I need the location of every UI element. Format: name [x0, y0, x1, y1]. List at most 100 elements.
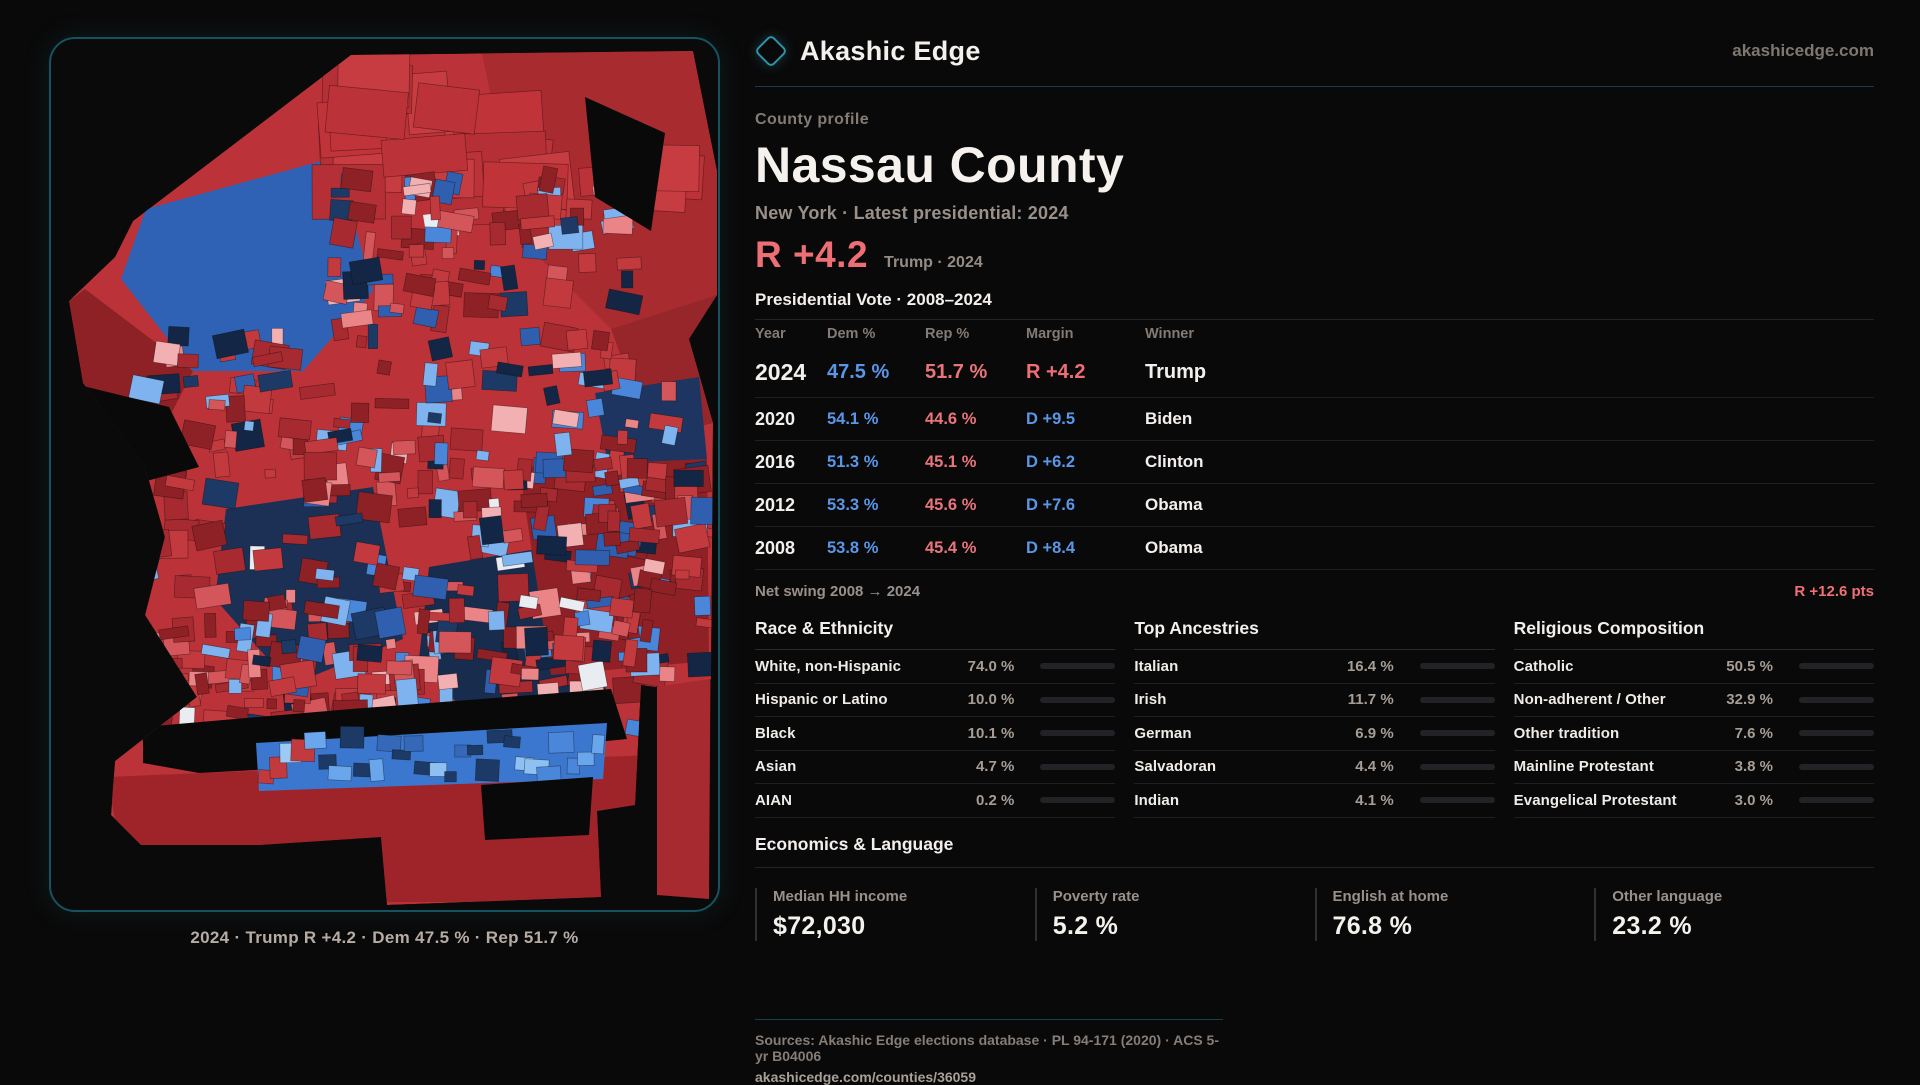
demo-value: 4.4 %: [1355, 758, 1394, 776]
year-cell: 2008: [755, 537, 796, 558]
vote-table-header: Year Dem % Rep % Margin Winner: [755, 320, 1874, 347]
col-winner: Winner: [1145, 325, 1195, 342]
year-cell: 2020: [755, 408, 796, 429]
stat-value: $72,030: [773, 911, 866, 940]
year-cell: 2012: [755, 494, 796, 515]
demo-label: Italian: [1134, 657, 1179, 675]
table-row: 2008 53.8 % 45.4 % D +8.4 Obama: [755, 527, 1874, 570]
demo-bar-track: [1040, 696, 1116, 703]
demo-label: Other tradition: [1513, 724, 1620, 742]
demo-bar-track: [1799, 663, 1874, 670]
demo-value: 16.4 %: [1346, 657, 1394, 675]
stat-value: 5.2 %: [1052, 911, 1119, 940]
economics-title: Economics & Language: [755, 834, 1874, 868]
section-title: Religious Composition: [1513, 618, 1874, 650]
rep-cell: 51.7 %: [925, 360, 988, 383]
section-title: Top Ancestries: [1134, 618, 1495, 650]
brand-diamond-icon: [754, 34, 788, 68]
sources-line: Sources: Akashic Edge elections database…: [755, 1031, 1219, 1064]
brand-name: Akashic Edge: [800, 35, 981, 66]
demo-label: Indian: [1134, 791, 1180, 809]
demo-bar-track: [1040, 730, 1116, 737]
rep-cell: 45.4 %: [925, 538, 977, 557]
vote-table-title: Presidential Vote · 2008–2024: [755, 290, 1874, 320]
header-divider: [755, 86, 1874, 87]
stat-other-language: Other language 23.2 %: [1594, 887, 1874, 941]
economics-stats: Median HH income $72,030 Poverty rate 5.…: [755, 887, 1874, 941]
list-item: Asian 4.7 %: [755, 751, 1116, 784]
demo-label: Salvadoran: [1134, 758, 1217, 776]
topbar: Akashic Edge akashicedge.com: [754, 28, 1874, 74]
winner-cell: Trump: [1145, 360, 1207, 383]
precinct-map-panel[interactable]: [49, 37, 720, 912]
county-profile-panel: Akashic Edge akashicedge.com County prof…: [754, 28, 1874, 1085]
stat-value: 23.2 %: [1612, 911, 1692, 940]
table-row: 2024 47.5 % 51.7 % R +4.2 Trump: [755, 347, 1874, 398]
demo-value: 74.0 %: [967, 657, 1015, 675]
demo-value: 4.1 %: [1355, 791, 1394, 809]
demo-label: Evangelical Protestant: [1513, 791, 1677, 809]
list-item: Indian 4.1 %: [1134, 784, 1495, 818]
stat-median-hh-income: Median HH income $72,030: [755, 887, 1035, 941]
demo-bar-track: [1419, 663, 1495, 670]
dem-cell: 53.8 %: [827, 538, 879, 557]
demo-value: 6.9 %: [1355, 724, 1394, 742]
list-item: Other tradition 7.6 %: [1513, 717, 1874, 751]
precinct-choropleth-map[interactable]: [51, 39, 718, 910]
demo-label: Mainline Protestant: [1513, 758, 1654, 776]
brand[interactable]: Akashic Edge: [754, 34, 981, 68]
demo-label: German: [1134, 724, 1192, 742]
list-item: Hispanic or Latino 10.0 %: [755, 684, 1116, 717]
stat-english-at-home: English at home 76.8 %: [1314, 887, 1595, 941]
margin-cell: D +8.4: [1026, 538, 1076, 557]
demo-bar-track: [1419, 797, 1495, 804]
section-title: Race & Ethnicity: [755, 618, 1116, 650]
list-item: Salvadoran 4.4 %: [1134, 751, 1495, 784]
demo-bar-track: [1799, 797, 1874, 804]
dem-cell: 54.1 %: [827, 409, 879, 428]
stat-value: 76.8 %: [1332, 911, 1413, 940]
demo-value: 3.0 %: [1734, 791, 1773, 809]
winner-cell: Clinton: [1145, 452, 1204, 471]
stat-label: Other language: [1612, 887, 1723, 905]
col-dem: Dem %: [827, 325, 876, 342]
list-item: Irish 11.7 %: [1134, 684, 1495, 717]
section-religious-composition: Religious Composition Catholic 50.5 % No…: [1513, 618, 1874, 818]
list-item: Italian 16.4 %: [1134, 650, 1495, 684]
col-margin: Margin: [1026, 325, 1074, 342]
rep-cell: 45.1 %: [925, 452, 977, 471]
permalink[interactable]: akashicedge.com/counties/36059: [755, 1068, 976, 1085]
demo-value: 4.7 %: [975, 758, 1015, 776]
winner-cell: Obama: [1145, 495, 1203, 514]
section-top-ancestries: Top Ancestries Italian 16.4 % Irish 11.7…: [1134, 618, 1495, 818]
page-subtitle: New York · Latest presidential: 2024: [755, 203, 1069, 223]
demo-value: 10.0 %: [967, 691, 1015, 709]
demo-bar-track: [1799, 696, 1874, 703]
table-row: 2016 51.3 % 45.1 % D +6.2 Clinton: [755, 441, 1874, 484]
demo-value: 10.1 %: [967, 724, 1015, 742]
col-rep: Rep %: [925, 325, 970, 342]
footer: Sources: Akashic Edge elections database…: [755, 1018, 1223, 1085]
margin-cell: D +7.6: [1026, 495, 1076, 514]
demo-label: White, non-Hispanic: [755, 657, 902, 675]
section-race-ethnicity: Race & Ethnicity White, non-Hispanic 74.…: [755, 618, 1116, 818]
net-swing-row: Net swing 2008 → 2024 R +12.6 pts: [755, 583, 1874, 600]
demo-label: Black: [755, 724, 796, 742]
margin-cell: R +4.2: [1026, 360, 1086, 383]
table-row: 2012 53.3 % 45.6 % D +7.6 Obama: [755, 484, 1874, 527]
winner-cell: Obama: [1145, 538, 1203, 557]
demo-label: Irish: [1134, 691, 1167, 709]
demo-bar-track: [1040, 763, 1116, 770]
stat-label: Median HH income: [773, 887, 908, 905]
net-swing-label: Net swing 2008 → 2024: [755, 583, 921, 600]
demo-value: 11.7 %: [1347, 691, 1394, 709]
site-domain-link[interactable]: akashicedge.com: [1732, 41, 1874, 60]
demo-value: 3.8 %: [1734, 758, 1773, 776]
demo-label: Catholic: [1513, 657, 1574, 675]
stat-label: English at home: [1332, 887, 1449, 905]
demo-bar-track: [1419, 696, 1495, 703]
col-year: Year: [755, 325, 786, 342]
rep-cell: 45.6 %: [925, 495, 977, 514]
demo-value: 0.2 %: [975, 791, 1015, 809]
demo-label: Non-adherent / Other: [1513, 691, 1666, 709]
